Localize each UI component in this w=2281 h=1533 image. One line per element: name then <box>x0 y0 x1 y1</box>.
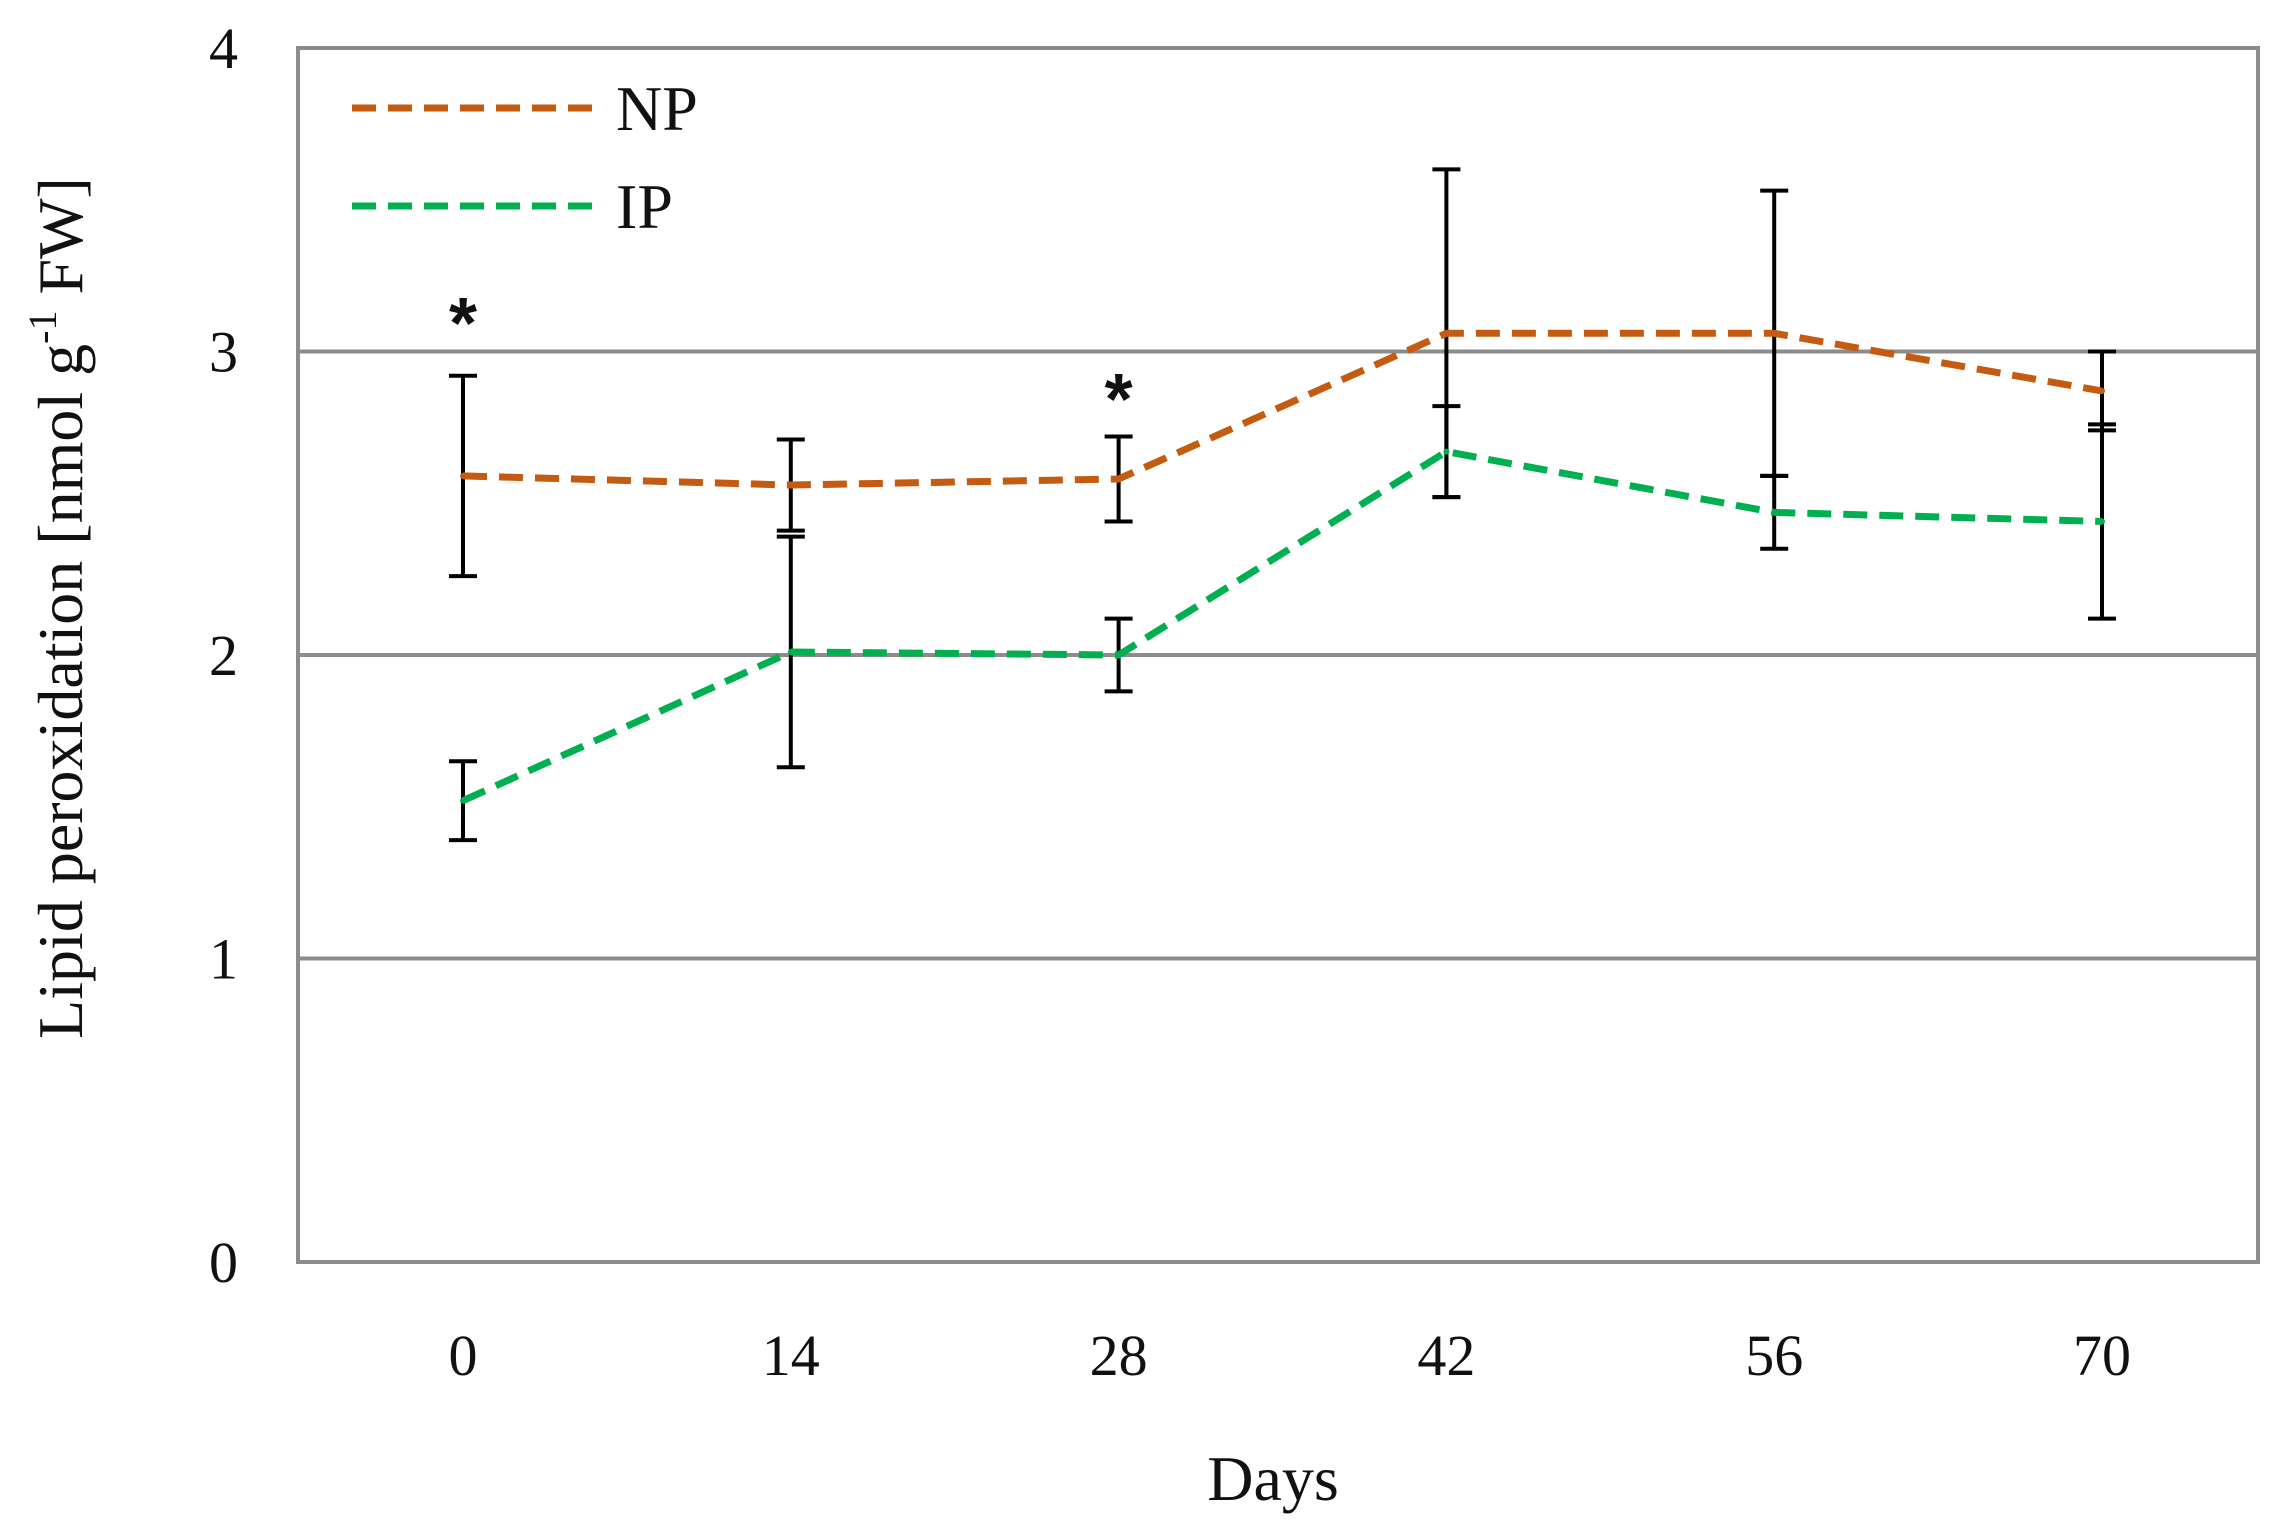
data-point-np <box>787 482 794 489</box>
y-axis-title: Lipid peroxidation [nmol g-1 FW] <box>20 177 96 1039</box>
x-tick-label: 56 <box>1745 1323 1803 1388</box>
legend: NP IP <box>352 73 698 242</box>
x-tick-label: 70 <box>2073 1323 2131 1388</box>
x-tick-label: 42 <box>1417 1323 1475 1388</box>
y-axis-title-tail: FW] <box>25 177 96 310</box>
x-tick-label: 14 <box>762 1323 820 1388</box>
data-point-ip <box>460 797 466 804</box>
x-tick-label: 28 <box>1090 1323 1148 1388</box>
data-point-ip <box>1771 509 1778 516</box>
series-lines <box>460 329 2105 804</box>
y-tick-label: 4 <box>209 16 238 81</box>
data-point-ip <box>2099 518 2105 525</box>
x-tick-label: 0 <box>449 1323 478 1388</box>
error-bars <box>449 167 2116 843</box>
y-tick-label: 3 <box>209 320 238 385</box>
y-axis-title-superscript: -1 <box>20 310 65 343</box>
y-axis-title-main: Lipid peroxidation [nmol g <box>25 344 96 1039</box>
y-tick-label: 2 <box>209 623 238 688</box>
data-point-np <box>2099 387 2105 394</box>
plot-border <box>296 46 2260 1264</box>
significance-asterisk: * <box>1105 360 1133 440</box>
x-axis-title: Days <box>1207 1443 1339 1514</box>
y-tick-label: 1 <box>209 927 238 992</box>
data-point-np <box>1771 330 1778 337</box>
data-point-ip <box>787 648 794 655</box>
series-line-ip <box>461 448 2103 804</box>
y-tick-labels: 0 1 2 3 4 <box>209 16 238 1295</box>
y-tick-label: 0 <box>209 1230 238 1295</box>
legend-label-np: NP <box>616 73 698 144</box>
series-line-np <box>462 329 2103 489</box>
significance-asterisk: * <box>449 284 477 364</box>
data-point-np <box>1443 330 1450 337</box>
data-point-ip <box>1443 448 1450 455</box>
gridlines <box>296 46 2260 1264</box>
legend-label-ip: IP <box>616 171 673 242</box>
data-point-ip <box>1115 652 1122 658</box>
x-tick-labels: 0 14 28 42 56 70 <box>449 1323 2132 1388</box>
data-point-np <box>460 472 466 479</box>
significance-annotations: ** <box>449 284 1133 440</box>
data-point-np <box>1115 475 1122 482</box>
